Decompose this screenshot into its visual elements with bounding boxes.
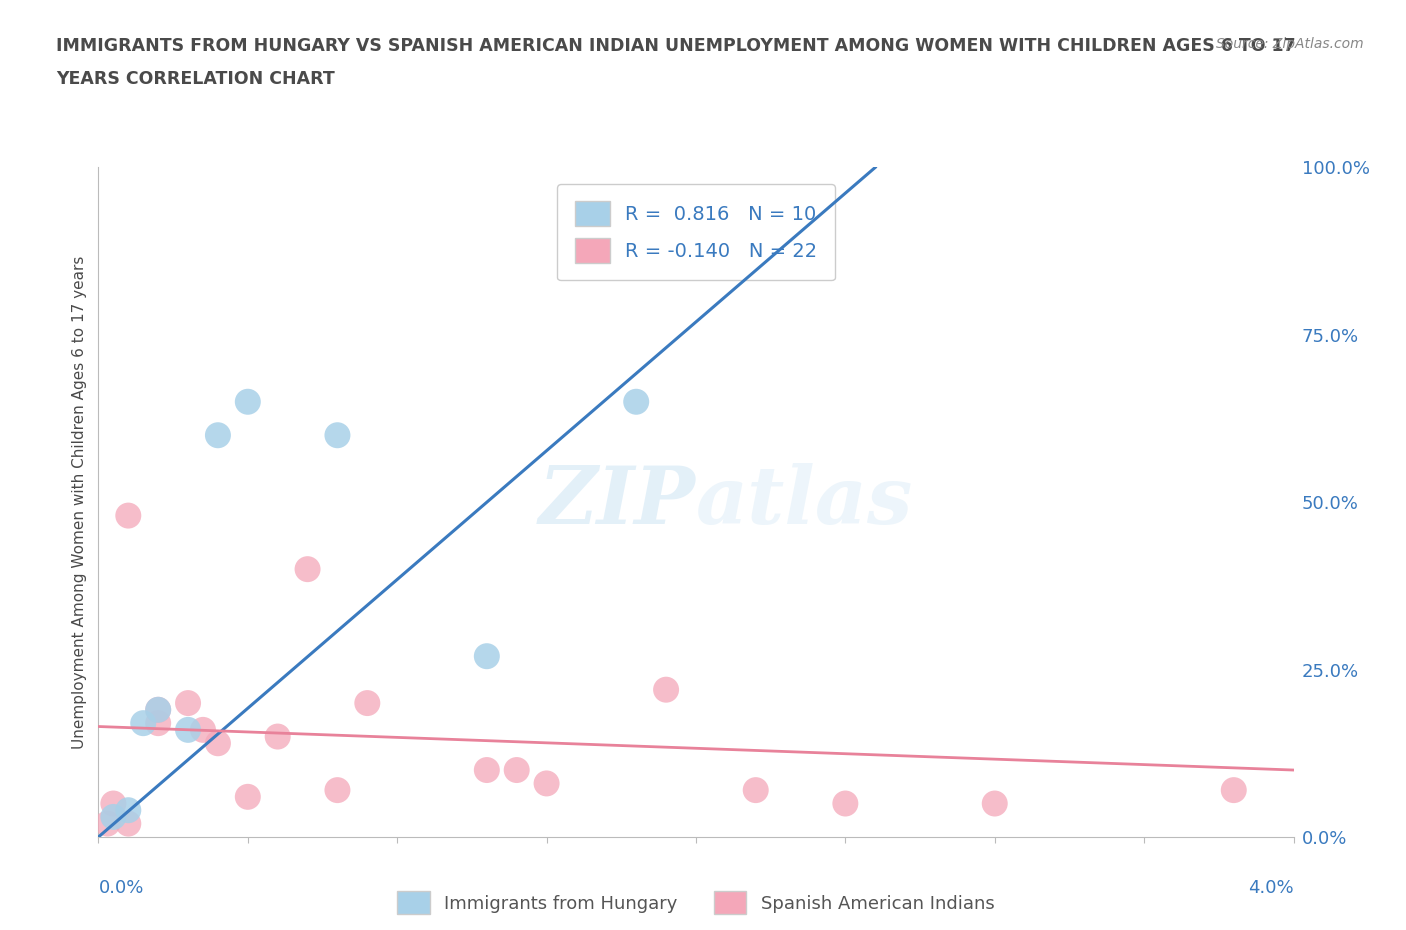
Point <box>207 428 229 443</box>
Point <box>207 736 229 751</box>
Point <box>267 729 290 744</box>
Text: IMMIGRANTS FROM HUNGARY VS SPANISH AMERICAN INDIAN UNEMPLOYMENT AMONG WOMEN WITH: IMMIGRANTS FROM HUNGARY VS SPANISH AMERI… <box>56 37 1296 55</box>
Text: Source: ZipAtlas.com: Source: ZipAtlas.com <box>1216 37 1364 51</box>
Point <box>475 763 498 777</box>
Point <box>655 683 678 698</box>
Point <box>132 716 155 731</box>
Point <box>536 776 558 790</box>
Point <box>236 790 259 804</box>
Point <box>117 508 139 523</box>
Point <box>117 817 139 831</box>
Point <box>326 428 349 443</box>
Point <box>475 649 498 664</box>
Text: ZIP: ZIP <box>538 463 696 541</box>
Point <box>148 702 170 717</box>
Legend: Immigrants from Hungary, Spanish American Indians: Immigrants from Hungary, Spanish America… <box>391 884 1001 922</box>
Point <box>834 796 856 811</box>
Point <box>326 783 349 798</box>
Point <box>356 696 378 711</box>
Point <box>236 394 259 409</box>
Text: 0.0%: 0.0% <box>98 879 143 897</box>
Text: 4.0%: 4.0% <box>1249 879 1294 897</box>
Point <box>624 394 647 409</box>
Text: atlas: atlas <box>696 463 914 541</box>
Point <box>117 803 139 817</box>
Point <box>1222 783 1246 798</box>
Point <box>103 796 125 811</box>
Point <box>148 716 170 731</box>
Point <box>148 702 170 717</box>
Text: YEARS CORRELATION CHART: YEARS CORRELATION CHART <box>56 70 335 87</box>
Point <box>506 763 529 777</box>
Point <box>177 723 200 737</box>
Point <box>96 817 118 831</box>
Point <box>983 796 1005 811</box>
Point <box>297 562 319 577</box>
Point <box>103 809 125 824</box>
Point <box>745 783 768 798</box>
Point <box>191 723 214 737</box>
Y-axis label: Unemployment Among Women with Children Ages 6 to 17 years: Unemployment Among Women with Children A… <box>72 256 87 749</box>
Point <box>177 696 200 711</box>
